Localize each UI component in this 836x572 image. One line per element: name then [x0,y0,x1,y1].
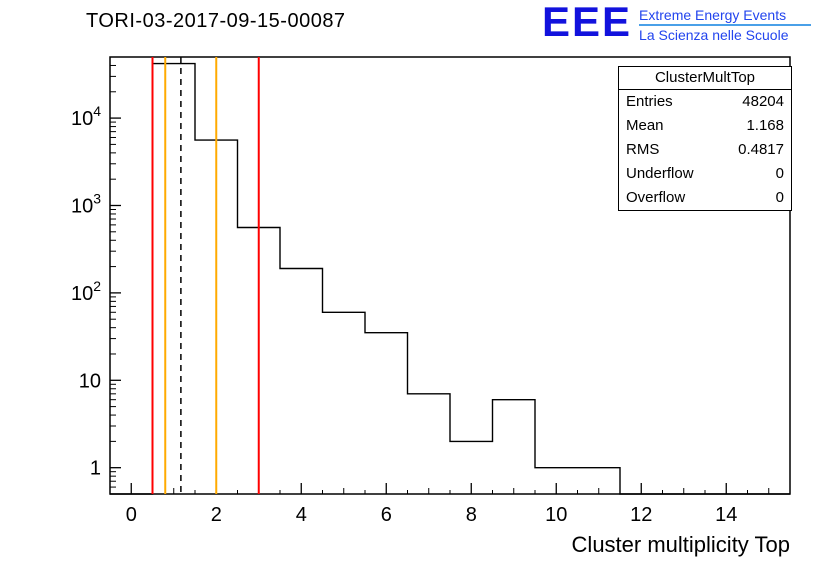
plot-title: TORI-03-2017-09-15-00087 [86,10,346,32]
x-tick-label: 2 [211,504,222,526]
stats-row: Underflow 0 [619,162,791,186]
stats-row: Overflow 0 [619,186,791,210]
x-tick-label: 0 [126,504,137,526]
stats-row-label: Overflow [626,189,686,206]
stats-rows: Entries 48204 Mean 1.168 RMS 0.4817 Underflow 0… [619,90,791,210]
threshold-lines [151,57,260,494]
x-tick-label: 4 [296,504,307,526]
stats-box-title: ClusterMultTop [619,67,791,90]
stats-row-value: 48204 [742,93,784,110]
logo-line2: La Scienza nelle Scuole [639,27,789,43]
stats-row: Entries 48204 [619,90,791,114]
stats-row-value: 0.4817 [738,141,784,158]
stats-row: RMS 0.4817 [619,138,791,162]
histogram-path [110,62,790,495]
x-axis: 0 2 4 6 8 10 12 14 [109,483,791,526]
stats-row-value: 1.168 [746,117,784,134]
logo-line1: Extreme Energy Events [639,7,787,23]
x-tick-label: 14 [715,504,737,526]
stats-row: Mean 1.168 [619,114,791,138]
stats-row-value: 0 [775,165,784,182]
y-tick-label: 103 [71,190,101,217]
logo-divider-line [639,24,812,26]
stats-box: ClusterMultTop Entries 48204 Mean 1.168 RMS 0… [618,66,792,211]
x-axis-label: Cluster multiplicity Top [571,532,790,557]
x-tick-label: 10 [545,504,567,526]
x-tick-label: 8 [466,504,477,526]
x-tick-label: 12 [630,504,652,526]
stats-row-label: Mean [626,117,664,134]
stats-row-label: Underflow [626,165,694,182]
y-tick-label: 1 [90,458,101,480]
stats-row-value: 0 [775,189,784,206]
y-axis: 1 10 102 103 104 [71,64,121,488]
stats-row-label: Entries [626,93,673,110]
eee-logo-text: EEE [542,0,633,45]
x-tick-label: 6 [381,504,392,526]
eee-logo: EEE Extreme Energy Events La Scienza nel… [542,0,812,45]
y-tick-label: 102 [71,278,101,305]
y-tick-label: 10 [79,370,101,392]
eee-logo-subtext: Extreme Energy Events La Scienza nelle S… [639,4,812,43]
y-tick-label: 104 [71,103,101,130]
stats-row-label: RMS [626,141,660,158]
